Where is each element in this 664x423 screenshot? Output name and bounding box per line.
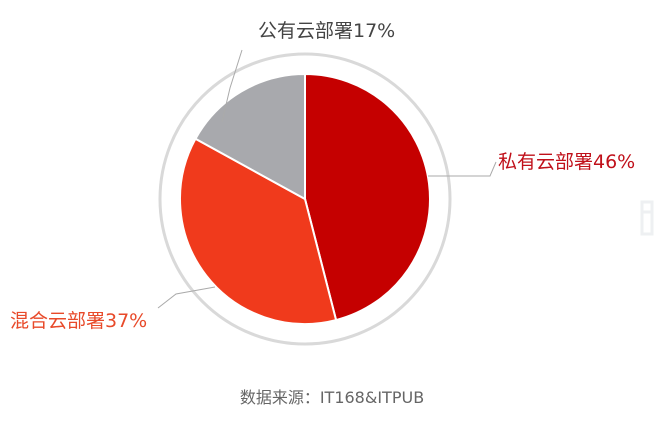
watermark-logo — [640, 200, 654, 236]
pie-slice-1 — [179, 137, 338, 325]
pie-slices — [179, 73, 431, 325]
slice-label-2: 公有云部署17% — [258, 20, 395, 42]
slice-label-0: 私有云部署46% — [498, 151, 635, 173]
pie-slice-2 — [194, 73, 306, 200]
leader-line-2 — [221, 49, 243, 123]
slice-label-1: 混合云部署37% — [10, 310, 147, 332]
leader-line-1 — [157, 286, 216, 309]
source-caption: 数据来源：IT168&ITPUB — [239, 388, 425, 407]
leader-lines — [157, 49, 497, 309]
slice-labels: 私有云部署46% 混合云部署37% 公有云部署17% — [10, 20, 635, 332]
outer-ring — [158, 52, 452, 346]
leader-line-0 — [428, 161, 497, 177]
pie-slice-0 — [304, 73, 431, 322]
